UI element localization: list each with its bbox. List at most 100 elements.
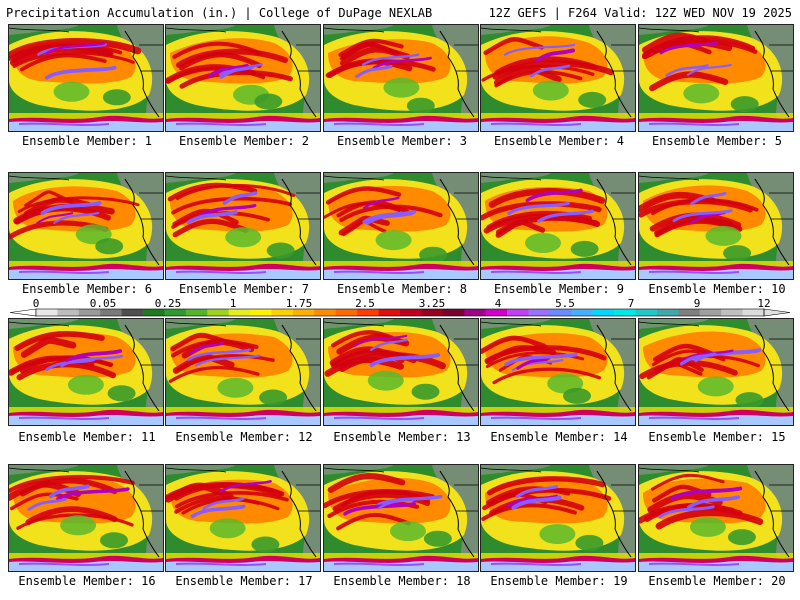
colorbar-tick-label: 0.25 xyxy=(154,297,182,310)
map-title: Precipitation Accumulation (in.) | Colle… xyxy=(6,6,433,20)
colorbar-swatch xyxy=(421,309,444,316)
ensemble-member-map xyxy=(8,464,164,572)
colorbar-swatch xyxy=(549,309,572,316)
precipitation-map-image xyxy=(166,319,320,425)
ensemble-member-caption: Ensemble Member: 3 xyxy=(336,134,468,148)
colorbar-swatch xyxy=(699,309,722,316)
colorbar-swatch xyxy=(228,309,251,316)
colorbar-swatch xyxy=(292,309,315,316)
colorbar-swatch xyxy=(143,309,165,316)
colorbar-tick-label: 5.5 xyxy=(555,297,575,310)
ensemble-member-map xyxy=(480,24,636,132)
precipitation-map-image xyxy=(9,25,163,131)
colorbar-min-arrow xyxy=(9,308,37,317)
model-valid-time: 12Z GEFS | F264 Valid: 12Z WED NOV 19 20… xyxy=(488,6,792,20)
colorbar-swatch xyxy=(528,309,551,316)
precipitation-map-image xyxy=(639,319,793,425)
colorbar-swatch xyxy=(164,309,187,316)
ensemble-member-caption: Ensemble Member: 17 xyxy=(175,574,313,588)
precipitation-map-image xyxy=(481,465,635,571)
ensemble-member-caption: Ensemble Member: 20 xyxy=(648,574,786,588)
ensemble-member-map xyxy=(165,172,321,280)
ensemble-member-caption: Ensemble Member: 10 xyxy=(648,282,786,296)
colorbar-swatch xyxy=(335,309,358,316)
precipitation-map-image xyxy=(166,465,320,571)
precipitation-map-image xyxy=(324,25,478,131)
colorbar-tick-label: 2.5 xyxy=(355,297,375,310)
colorbar-swatch xyxy=(507,309,529,316)
colorbar-tick-label: 7 xyxy=(627,297,635,310)
ensemble-member-map xyxy=(8,318,164,426)
precipitation-map-image xyxy=(166,173,320,279)
colorbar-tick-label: 12 xyxy=(757,297,771,310)
ensemble-member-map xyxy=(638,24,794,132)
precipitation-map-image xyxy=(639,25,793,131)
ensemble-member-caption: Ensemble Member: 13 xyxy=(333,430,471,444)
ensemble-member-map xyxy=(165,464,321,572)
ensemble-member-caption: Ensemble Member: 8 xyxy=(336,282,468,296)
precipitation-map-image xyxy=(166,25,320,131)
ensemble-member-map xyxy=(8,24,164,132)
colorbar-tick-label: 1.75 xyxy=(285,297,313,310)
colorbar-outline xyxy=(35,308,765,317)
ensemble-member-caption: Ensemble Member: 4 xyxy=(493,134,625,148)
colorbar-swatch xyxy=(100,309,122,316)
ensemble-member-map xyxy=(165,318,321,426)
ensemble-member-map xyxy=(323,464,479,572)
ensemble-member-caption: Ensemble Member: 14 xyxy=(490,430,628,444)
ensemble-member-caption: Ensemble Member: 1 xyxy=(21,134,153,148)
colorbar-swatch xyxy=(656,309,679,316)
colorbar-swatch xyxy=(442,309,465,316)
colorbar-swatch xyxy=(57,309,80,316)
ensemble-member-map xyxy=(638,464,794,572)
ensemble-member-caption: Ensemble Member: 16 xyxy=(18,574,156,588)
ensemble-member-caption: Ensemble Member: 6 xyxy=(21,282,153,296)
colorbar-swatch xyxy=(635,309,658,316)
precipitation-map-image xyxy=(9,173,163,279)
ensemble-member-map xyxy=(638,318,794,426)
colorbar-swatch xyxy=(485,309,508,316)
precipitation-map-image xyxy=(324,465,478,571)
ensemble-member-map xyxy=(323,172,479,280)
colorbar-swatch xyxy=(614,309,636,316)
colorbar-swatch xyxy=(678,309,701,316)
colorbar-swatch xyxy=(742,309,765,316)
ensemble-member-map xyxy=(480,318,636,426)
colorbar-swatch xyxy=(314,309,337,316)
colorbar-tick-label: 1 xyxy=(229,297,237,310)
precipitation-colorbar xyxy=(9,308,791,317)
precipitation-map-image xyxy=(324,173,478,279)
colorbar-swatch xyxy=(250,309,272,316)
colorbar-swatch xyxy=(571,309,593,316)
ensemble-member-caption: Ensemble Member: 2 xyxy=(178,134,310,148)
colorbar-max-arrow xyxy=(763,308,791,317)
colorbar-tick-label: 3.25 xyxy=(418,297,446,310)
ensemble-member-caption: Ensemble Member: 11 xyxy=(18,430,156,444)
colorbar-swatch xyxy=(721,309,743,316)
precipitation-map-image xyxy=(9,465,163,571)
colorbar-tick-label: 0 xyxy=(32,297,40,310)
colorbar-swatch xyxy=(271,309,294,316)
colorbar-swatch xyxy=(121,309,144,316)
precipitation-map-image xyxy=(481,25,635,131)
ensemble-member-map xyxy=(323,24,479,132)
ensemble-member-caption: Ensemble Member: 5 xyxy=(651,134,783,148)
colorbar-swatch xyxy=(378,309,401,316)
ensemble-member-map xyxy=(480,172,636,280)
ensemble-member-map xyxy=(165,24,321,132)
colorbar-tick-label: 9 xyxy=(693,297,701,310)
precipitation-map-image xyxy=(639,173,793,279)
ensemble-member-caption: Ensemble Member: 18 xyxy=(333,574,471,588)
colorbar-swatch xyxy=(185,309,208,316)
precipitation-map-image xyxy=(9,319,163,425)
colorbar-swatch xyxy=(592,309,615,316)
colorbar-swatch xyxy=(36,309,58,316)
ensemble-member-caption: Ensemble Member: 19 xyxy=(490,574,628,588)
ensemble-member-map xyxy=(8,172,164,280)
colorbar-swatch xyxy=(464,309,486,316)
colorbar-tick-label: 0.05 xyxy=(89,297,117,310)
ensemble-member-map xyxy=(323,318,479,426)
colorbar-swatch xyxy=(400,309,422,316)
colorbar-tick-label: 4 xyxy=(494,297,502,310)
ensemble-member-caption: Ensemble Member: 9 xyxy=(493,282,625,296)
